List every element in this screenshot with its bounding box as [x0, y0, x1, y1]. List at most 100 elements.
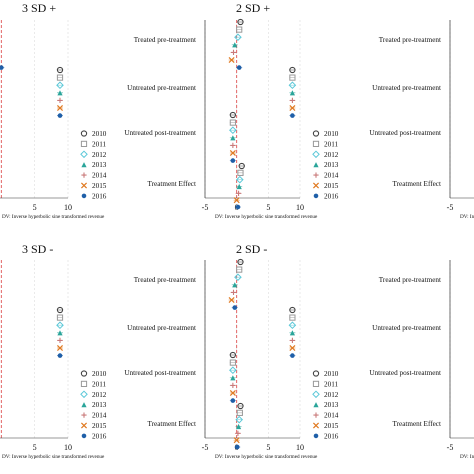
- data-point-2011: [236, 266, 243, 273]
- data-point-2015: [289, 344, 296, 352]
- legend-marker-2015: [312, 422, 320, 429]
- category-label: Treatment Effect: [392, 420, 441, 428]
- data-point-2013: [232, 282, 238, 288]
- legend-marker-2011: [312, 380, 320, 387]
- data-point-2015: [229, 389, 236, 397]
- data-point-2012: [56, 81, 64, 90]
- x-axis-label: DV: Inverse hyperbolic sine transformed …: [2, 213, 105, 220]
- legend-label: 2015: [324, 182, 339, 190]
- data-point-2012: [235, 415, 244, 424]
- data-point-2011: [229, 119, 236, 126]
- legend-label: 2016: [324, 432, 339, 440]
- legend-label: 2011: [324, 380, 339, 388]
- data-point-2013: [57, 330, 63, 336]
- legend-marker-2016: [81, 433, 87, 439]
- data-point-2016: [290, 113, 295, 118]
- category-label: Untreated pre-treatment: [127, 324, 196, 332]
- x-tick-label: 10: [296, 203, 304, 212]
- data-point-2016: [230, 158, 236, 163]
- category-label: Treated pre-treatment: [379, 36, 441, 44]
- x-tick-label: -5: [202, 443, 209, 452]
- category-label: Treated pre-treatment: [134, 276, 196, 284]
- data-point-2010: [237, 18, 244, 26]
- legend-label: 2013: [324, 401, 339, 409]
- legend-label: 2014: [324, 412, 339, 420]
- data-point-2010: [229, 351, 237, 359]
- legend-label: 2012: [92, 391, 107, 399]
- legend-marker-2012: [312, 150, 320, 159]
- data-point-2013: [289, 330, 295, 336]
- legend-marker-2013: [313, 402, 319, 408]
- legend-marker-2011: [312, 140, 320, 148]
- data-point-2010: [237, 258, 244, 266]
- legend-label: 2015: [92, 182, 107, 190]
- data-point-2016: [57, 113, 63, 118]
- chart-title: 3 SD +: [22, 1, 56, 15]
- data-point-2010: [289, 306, 296, 314]
- legend-marker-2011: [80, 140, 88, 148]
- data-point-2016: [235, 204, 241, 210]
- legend-marker-2016: [81, 193, 87, 199]
- data-point-2014: [289, 337, 295, 343]
- chart-panel-3: Treated pre-treatment Untreated pre-treat…: [369, 20, 474, 220]
- x-axis-label: DV: Inverse hyperbolic sine transformed …: [215, 213, 318, 220]
- data-point-2013: [289, 90, 295, 96]
- legend-label: 2016: [324, 192, 339, 200]
- data-point-2014: [57, 337, 63, 343]
- legend-marker-2016: [313, 433, 319, 439]
- chart-title: 2 SD -: [236, 242, 267, 256]
- legend-label: 2013: [92, 401, 107, 409]
- x-tick-label: 10: [64, 443, 72, 452]
- data-point-2010: [237, 402, 244, 410]
- legend-label: 2010: [92, 130, 107, 138]
- data-point-2011: [56, 74, 64, 81]
- data-point-2012: [288, 81, 297, 90]
- data-point-2016: [0, 65, 4, 70]
- data-point-2014: [235, 430, 241, 436]
- data-point-2013: [235, 423, 242, 430]
- data-point-2012: [234, 273, 242, 282]
- chart-title: 2 SD +: [236, 1, 270, 15]
- legend-label: 2011: [92, 140, 107, 148]
- data-point-2013: [230, 375, 236, 381]
- x-tick-label: -5: [447, 443, 454, 452]
- data-point-2013: [236, 183, 242, 190]
- data-point-2011: [237, 169, 244, 176]
- x-tick-label: 10: [296, 443, 304, 452]
- x-tick-label: -5: [202, 203, 209, 212]
- x-axis-label: DV: Inverse hyperbolic sine transformed …: [215, 453, 318, 460]
- legend-marker-2015: [80, 182, 88, 189]
- legend-label: 2010: [92, 370, 107, 378]
- data-point-2016: [290, 353, 295, 358]
- data-point-2013: [57, 90, 63, 96]
- legend-label: 2015: [324, 422, 339, 430]
- data-point-2011: [56, 314, 64, 321]
- legend-label: 2015: [92, 422, 107, 430]
- x-tick-label: 10: [64, 203, 72, 212]
- legend-label: 2011: [92, 380, 107, 388]
- x-tick-label: 5: [266, 203, 270, 212]
- legend-marker-2010: [80, 370, 88, 377]
- data-point-2015: [289, 104, 296, 112]
- data-point-2012: [229, 126, 237, 135]
- x-tick-label: -5: [447, 203, 454, 212]
- data-point-2011: [236, 409, 243, 416]
- data-point-2015: [56, 104, 64, 112]
- x-tick-label: 5: [33, 443, 37, 452]
- category-label: Treatment Effect: [147, 180, 196, 188]
- legend-marker-2016: [313, 193, 319, 199]
- data-point-2014: [230, 382, 236, 388]
- data-point-2013: [230, 135, 236, 141]
- data-point-2012: [56, 321, 64, 330]
- data-point-2012: [288, 321, 297, 330]
- legend-label: 2010: [324, 130, 339, 138]
- legend-marker-2012: [80, 150, 88, 159]
- data-point-2011: [289, 74, 296, 81]
- legend-marker-2013: [81, 162, 87, 168]
- legend-label: 2014: [324, 172, 339, 180]
- legend-marker-2010: [80, 130, 88, 137]
- data-point-2015: [56, 344, 64, 352]
- legend-label: 2012: [324, 151, 339, 159]
